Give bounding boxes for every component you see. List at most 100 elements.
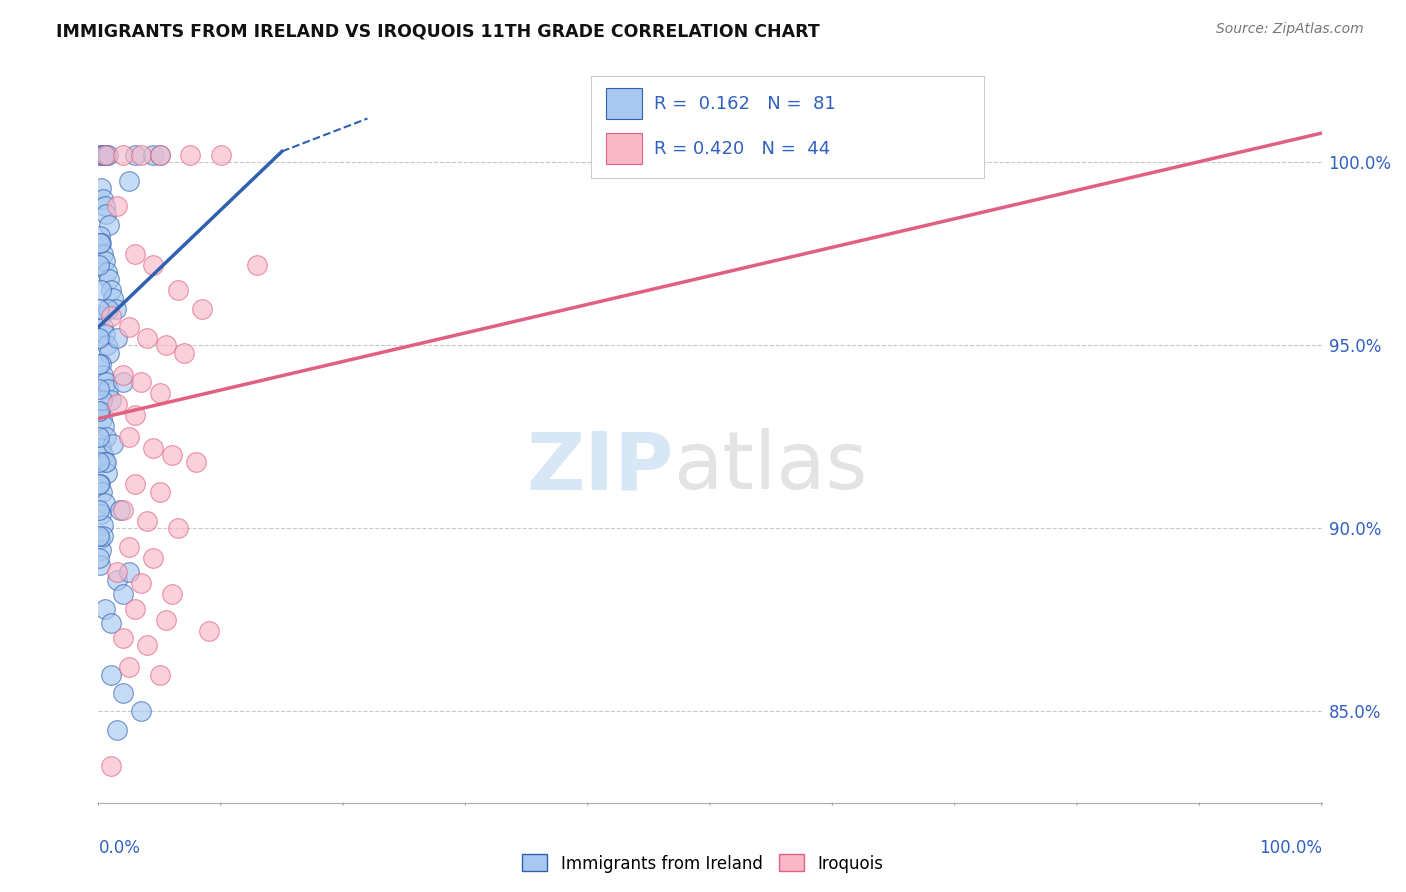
Text: 100.0%: 100.0% xyxy=(1258,839,1322,857)
Point xyxy=(111,375,134,389)
Point xyxy=(93,496,115,510)
Point xyxy=(111,503,134,517)
Point xyxy=(124,408,146,422)
Point xyxy=(93,455,115,469)
Point xyxy=(100,759,122,773)
Point xyxy=(111,686,134,700)
Point xyxy=(105,723,128,737)
Point xyxy=(90,441,112,455)
Point xyxy=(197,624,219,638)
Point xyxy=(96,338,118,352)
Point xyxy=(91,529,114,543)
Point xyxy=(118,430,141,444)
Point xyxy=(179,148,201,162)
Point xyxy=(124,602,146,616)
Point xyxy=(91,411,114,425)
Point xyxy=(94,455,117,469)
Point xyxy=(167,521,190,535)
Point xyxy=(142,441,165,455)
Point xyxy=(96,430,118,444)
Point xyxy=(97,382,120,396)
Point xyxy=(90,507,112,521)
Point xyxy=(101,437,124,451)
Point xyxy=(124,477,146,491)
Point xyxy=(136,514,159,528)
Point xyxy=(149,148,172,162)
Point xyxy=(89,228,111,243)
Legend: Immigrants from Ireland, Iroquois: Immigrants from Ireland, Iroquois xyxy=(516,847,890,880)
Point xyxy=(96,206,118,220)
Point xyxy=(155,613,177,627)
Point xyxy=(136,639,159,653)
Point xyxy=(91,484,114,499)
Point xyxy=(98,218,121,232)
Point xyxy=(87,455,110,469)
Point xyxy=(87,301,110,316)
Point xyxy=(149,484,172,499)
Point xyxy=(87,529,110,543)
Point xyxy=(124,247,146,261)
Point xyxy=(90,284,112,298)
Point xyxy=(89,148,111,162)
Point xyxy=(111,368,134,382)
Point xyxy=(89,477,111,491)
Point xyxy=(97,272,120,286)
Point xyxy=(90,181,112,195)
Point xyxy=(160,448,183,462)
Point xyxy=(93,148,115,162)
Point xyxy=(87,258,110,272)
Point xyxy=(118,566,141,580)
Point xyxy=(87,477,110,491)
Point xyxy=(87,331,110,345)
Point xyxy=(100,616,122,631)
Text: R = 0.420   N =  44: R = 0.420 N = 44 xyxy=(654,140,830,158)
Point xyxy=(191,301,214,316)
Text: ZIP: ZIP xyxy=(526,428,673,507)
Point xyxy=(91,448,114,462)
Point xyxy=(90,357,112,371)
Point xyxy=(89,558,111,572)
Point xyxy=(111,631,134,645)
Point xyxy=(149,667,172,681)
Point xyxy=(94,148,117,162)
Point xyxy=(100,309,122,323)
Text: Source: ZipAtlas.com: Source: ZipAtlas.com xyxy=(1216,22,1364,37)
Point xyxy=(101,291,124,305)
Point xyxy=(142,148,165,162)
Point xyxy=(173,345,195,359)
Point xyxy=(96,265,118,279)
Point xyxy=(155,338,177,352)
Point xyxy=(87,357,110,371)
Bar xyxy=(606,88,641,119)
Point xyxy=(129,148,152,162)
Text: atlas: atlas xyxy=(673,428,868,507)
Point xyxy=(90,235,112,250)
Point xyxy=(91,247,114,261)
Point xyxy=(91,192,114,206)
Point xyxy=(142,550,165,565)
Point xyxy=(97,301,120,316)
Point xyxy=(94,254,117,268)
Point xyxy=(142,258,165,272)
Point xyxy=(93,602,115,616)
Point xyxy=(87,404,110,418)
Point xyxy=(149,386,172,401)
Point xyxy=(136,331,159,345)
Point xyxy=(89,404,111,418)
Point xyxy=(118,174,141,188)
Point xyxy=(105,566,128,580)
Point xyxy=(110,503,132,517)
Point xyxy=(100,393,122,408)
Point xyxy=(118,660,141,674)
Point xyxy=(111,587,134,601)
Point xyxy=(100,284,122,298)
Bar xyxy=(606,133,641,164)
Point xyxy=(186,455,208,469)
Point xyxy=(160,587,183,601)
Point xyxy=(111,148,134,162)
Point xyxy=(100,667,122,681)
Point xyxy=(105,397,128,411)
Point xyxy=(91,320,114,334)
Point xyxy=(167,284,190,298)
Text: IMMIGRANTS FROM IRELAND VS IROQUOIS 11TH GRADE CORRELATION CHART: IMMIGRANTS FROM IRELAND VS IROQUOIS 11TH… xyxy=(56,22,820,40)
